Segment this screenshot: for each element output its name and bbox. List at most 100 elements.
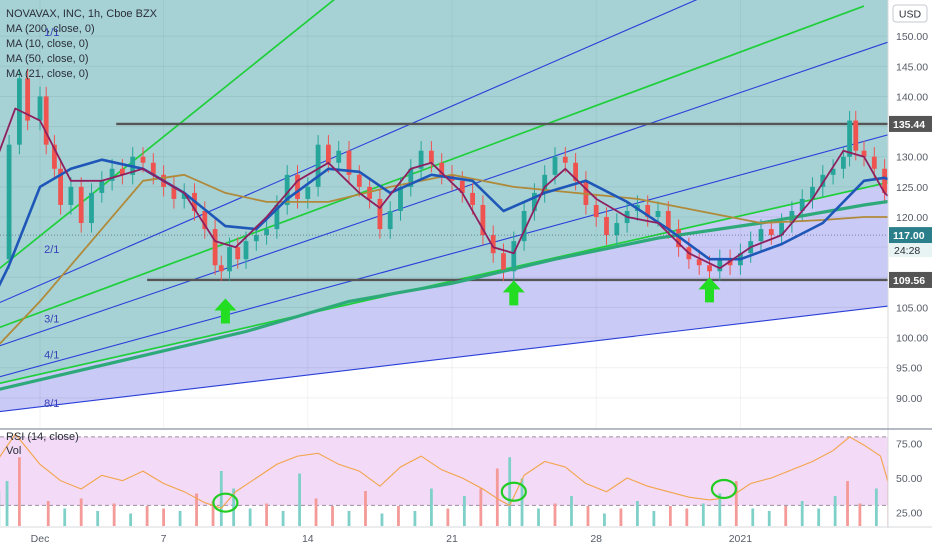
volume-bar [620, 509, 623, 527]
volume-bar [129, 514, 132, 527]
candle-body [604, 217, 609, 235]
candle-body [511, 241, 516, 271]
candle-body [594, 205, 599, 217]
candle-body [470, 193, 475, 205]
volume-bar [463, 496, 466, 526]
vol-legend: Vol [6, 445, 21, 457]
price-tick-label: 90.00 [896, 393, 922, 405]
candle-body [141, 157, 146, 163]
volume-bar [331, 506, 334, 526]
candle-body [707, 265, 712, 271]
time-tick-label: Dec [31, 533, 50, 545]
price-tick-label: 140.00 [896, 91, 928, 103]
candle-body [7, 145, 12, 260]
volume-bar [249, 509, 252, 527]
volume-bar [381, 514, 384, 527]
candle-body [388, 211, 393, 229]
volume-bar [446, 509, 449, 527]
volume-bar [146, 506, 149, 526]
time-tick-label: 7 [161, 533, 167, 545]
symbol-title: NOVAVAX, INC, 1h, Cboe BZX [6, 8, 158, 20]
rsi-legend: RSI (14, close) [6, 431, 79, 443]
candle-body [264, 229, 269, 235]
candle-body [501, 253, 506, 271]
fan-label: 4/1 [44, 350, 59, 362]
volume-bar [96, 511, 99, 526]
volume-bar [636, 501, 639, 526]
price-tick-label: 100.00 [896, 333, 928, 345]
price-tick-label: 150.00 [896, 31, 928, 43]
volume-bar [768, 511, 771, 526]
volume-bar [652, 511, 655, 526]
candle-body [79, 187, 84, 223]
candle-body [336, 151, 341, 163]
rsi-tick-label: 75.00 [896, 439, 922, 451]
time-tick-label: 21 [446, 533, 458, 545]
volume-bar [603, 514, 606, 527]
volume-bar [63, 509, 66, 527]
rsi-tick-label: 50.00 [896, 473, 922, 485]
time-tick-label: 14 [302, 533, 314, 545]
study-ma21: MA (21, close, 0) [6, 68, 89, 80]
currency-button[interactable]: USD [893, 5, 927, 22]
price-tick-label: 120.00 [896, 212, 928, 224]
candle-body [227, 247, 232, 271]
candle-body [89, 193, 94, 223]
price-tick-label: 105.00 [896, 302, 928, 314]
countdown-text: 24:28 [894, 245, 920, 257]
candle-body [853, 121, 858, 151]
price-label-text: 117.00 [893, 230, 925, 242]
volume-bar [298, 474, 301, 527]
candle-body [357, 175, 362, 187]
volume-bar [702, 504, 705, 527]
candle-body [378, 199, 383, 229]
candle-body [656, 211, 661, 217]
candle-body [666, 211, 671, 229]
volume-bar [669, 506, 672, 526]
volume-bar [414, 511, 417, 526]
candle-body [429, 151, 434, 163]
volume-bar [685, 509, 688, 527]
candle-body [235, 247, 240, 259]
volume-bar [18, 457, 21, 526]
volume-bar [858, 504, 861, 527]
volume-bar [315, 499, 318, 527]
volume-bar [162, 509, 165, 527]
candle-body [769, 229, 774, 235]
volume-bar [47, 501, 50, 526]
volume-bar [570, 496, 573, 526]
candle-body [219, 265, 224, 271]
rsi-pane[interactable] [0, 430, 917, 526]
candle-body [213, 229, 218, 265]
candle-body [244, 241, 249, 259]
price-pane[interactable]: 1/12/13/14/18/1 [0, 0, 932, 428]
time-tick-label: 2021 [729, 533, 753, 545]
candle-body [316, 145, 321, 187]
price-tick-label: 125.00 [896, 182, 928, 194]
volume-bar [751, 509, 754, 527]
volume-bar [364, 491, 367, 526]
candle-body [38, 96, 43, 120]
volume-bar [817, 509, 820, 527]
volume-bar [537, 509, 540, 527]
candle-body [305, 187, 310, 199]
currency-button-label[interactable]: USD [899, 9, 922, 21]
volume-bar [479, 489, 482, 527]
price-tick-label: 145.00 [896, 61, 928, 73]
candle-body [697, 259, 702, 265]
time-tick-label: 28 [590, 533, 602, 545]
candle-body [841, 157, 846, 169]
candle-body [563, 157, 568, 163]
price-tick-label: 95.00 [896, 363, 922, 375]
volume-bar [348, 511, 351, 526]
volume-bar [875, 489, 878, 527]
volume-bar [113, 504, 116, 527]
volume-bar [80, 499, 83, 527]
volume-bar [846, 481, 849, 526]
candle-body [717, 259, 722, 271]
fan-label: 8/1 [44, 398, 59, 410]
volume-bar [801, 501, 804, 526]
study-ma200: MA (200, close, 0) [6, 23, 95, 35]
candle-body [326, 145, 331, 163]
